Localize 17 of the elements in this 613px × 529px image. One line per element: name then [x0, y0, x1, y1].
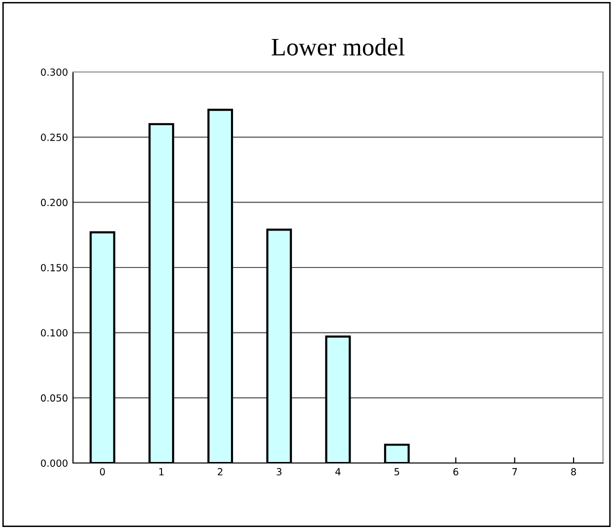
y-tick-label: 0.200 [40, 198, 68, 206]
x-tick-label: 4 [335, 468, 341, 476]
chart-title: Lower model [272, 38, 404, 56]
y-tick-label: 0.100 [40, 329, 68, 336]
x-tick-label: 3 [276, 468, 282, 476]
x-tick-label: 8 [571, 468, 576, 476]
y-tick-label: 0.150 [40, 264, 68, 272]
y-tick-label: 0.250 [40, 134, 68, 141]
x-tick-label: 2 [218, 468, 222, 476]
x-tick-label: 5 [394, 468, 400, 476]
x-tick-label: 7 [512, 468, 517, 476]
x-tick-label: 1 [159, 468, 164, 476]
y-tick-label: 0.050 [40, 394, 68, 402]
y-tick-label: 0.000 [40, 459, 68, 467]
x-tick-label: 6 [453, 468, 458, 476]
x-tick-label: 0 [100, 468, 105, 476]
y-tick-label: 0.300 [40, 68, 68, 76]
